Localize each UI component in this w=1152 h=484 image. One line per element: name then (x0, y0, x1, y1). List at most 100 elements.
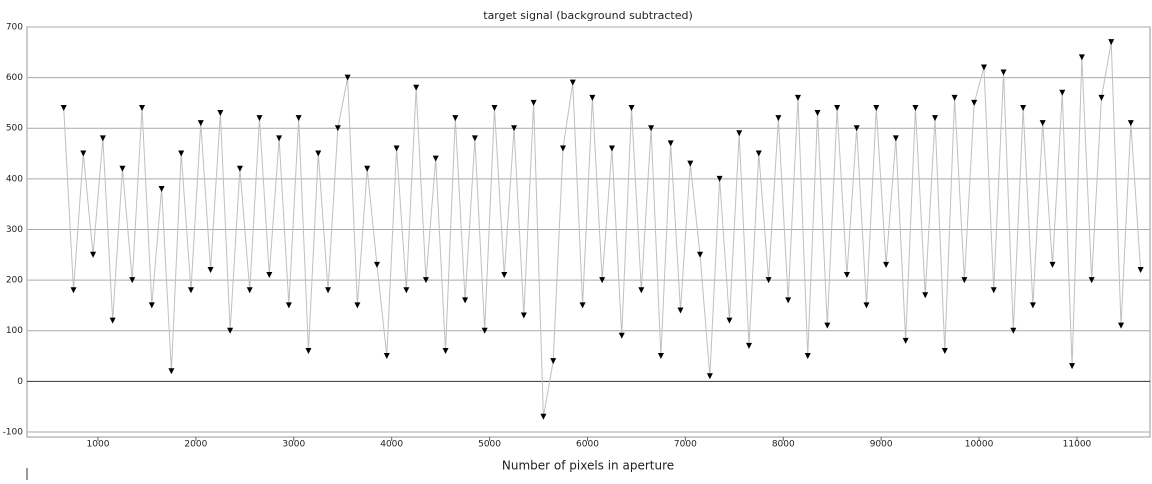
data-point (139, 104, 146, 111)
data-point (236, 165, 243, 172)
x-tick-label: 9000 (870, 440, 893, 450)
data-point (442, 347, 449, 354)
data-point (520, 312, 527, 319)
data-point (726, 317, 733, 324)
data-point (961, 277, 968, 284)
y-tick-label: 400 (6, 174, 23, 184)
data-point (618, 332, 625, 339)
data-point (393, 145, 400, 152)
data-point (765, 277, 772, 284)
data-point (1049, 261, 1056, 268)
data-point (422, 277, 429, 284)
data-point (1078, 54, 1085, 61)
data-point (873, 104, 880, 111)
data-point (462, 297, 469, 304)
data-point (148, 302, 155, 309)
data-point (491, 104, 498, 111)
data-point (648, 125, 655, 132)
data-point (550, 358, 557, 365)
data-point (119, 165, 126, 172)
data-point (197, 120, 204, 127)
data-point (785, 297, 792, 304)
data-point (853, 125, 860, 132)
data-point (511, 125, 518, 132)
x-tick-label: 2000 (184, 440, 207, 450)
data-point (305, 347, 312, 354)
data-point (843, 272, 850, 279)
data-point (990, 287, 997, 294)
data-point (1010, 327, 1017, 334)
data-point (1000, 69, 1007, 76)
data-point (579, 302, 586, 309)
data-point (697, 251, 704, 258)
data-point (80, 150, 87, 157)
data-point (187, 287, 194, 294)
data-point (501, 272, 508, 279)
data-point (824, 322, 831, 329)
data-point (315, 150, 322, 157)
data-point (863, 302, 870, 309)
data-point (158, 185, 165, 192)
data-point (1039, 120, 1046, 127)
data-point (452, 115, 459, 122)
data-point (109, 317, 116, 324)
data-point (373, 261, 380, 268)
data-point (1098, 94, 1105, 101)
data-point (354, 302, 361, 309)
y-tick-label: 100 (6, 326, 23, 336)
data-point (246, 287, 253, 294)
x-tick-label: 8000 (772, 440, 795, 450)
data-point (608, 145, 615, 152)
data-point (266, 272, 273, 279)
data-point (432, 155, 439, 162)
y-tick-label: 600 (6, 73, 23, 83)
data-point (814, 110, 821, 117)
data-point (90, 251, 97, 258)
data-point (834, 104, 841, 111)
data-point (295, 115, 302, 122)
y-tick-label: 700 (6, 23, 23, 33)
data-point (902, 337, 909, 344)
data-point (794, 94, 801, 101)
data-point (912, 104, 919, 111)
x-tick-label: 7000 (674, 440, 697, 450)
y-tick-label: -100 (3, 427, 24, 437)
data-point (951, 94, 958, 101)
data-point (716, 175, 723, 182)
data-point (217, 110, 224, 117)
x-tick-label: 4000 (380, 440, 403, 450)
y-tick-label: 500 (6, 124, 23, 134)
data-point (775, 115, 782, 122)
data-point (70, 287, 77, 294)
x-tick-label: 3000 (282, 440, 305, 450)
x-tick-label: 11000 (1063, 440, 1092, 450)
data-point (334, 125, 341, 132)
data-point (1020, 104, 1027, 111)
data-point (227, 327, 234, 334)
data-point (471, 135, 478, 142)
data-point (1069, 363, 1076, 370)
data-point (207, 266, 214, 273)
x-tick-label: 6000 (576, 440, 599, 450)
data-point (599, 277, 606, 284)
data-point (687, 160, 694, 167)
data-point (344, 74, 351, 81)
data-point (481, 327, 488, 334)
data-point (540, 413, 547, 420)
data-point (657, 353, 664, 360)
chart-title: target signal (background subtracted) (483, 9, 693, 22)
data-point (1059, 89, 1066, 96)
data-point (922, 292, 929, 299)
data-point (569, 79, 576, 86)
y-tick-label: 200 (6, 276, 23, 286)
data-point (746, 342, 753, 349)
y-tick-label: 300 (6, 225, 23, 235)
data-point (129, 277, 136, 284)
x-tick-label: 1000 (87, 440, 110, 450)
data-point (892, 135, 899, 142)
data-point (168, 368, 175, 375)
data-point (276, 135, 283, 142)
data-point (383, 353, 390, 360)
y-tick-label: 0 (17, 377, 23, 387)
